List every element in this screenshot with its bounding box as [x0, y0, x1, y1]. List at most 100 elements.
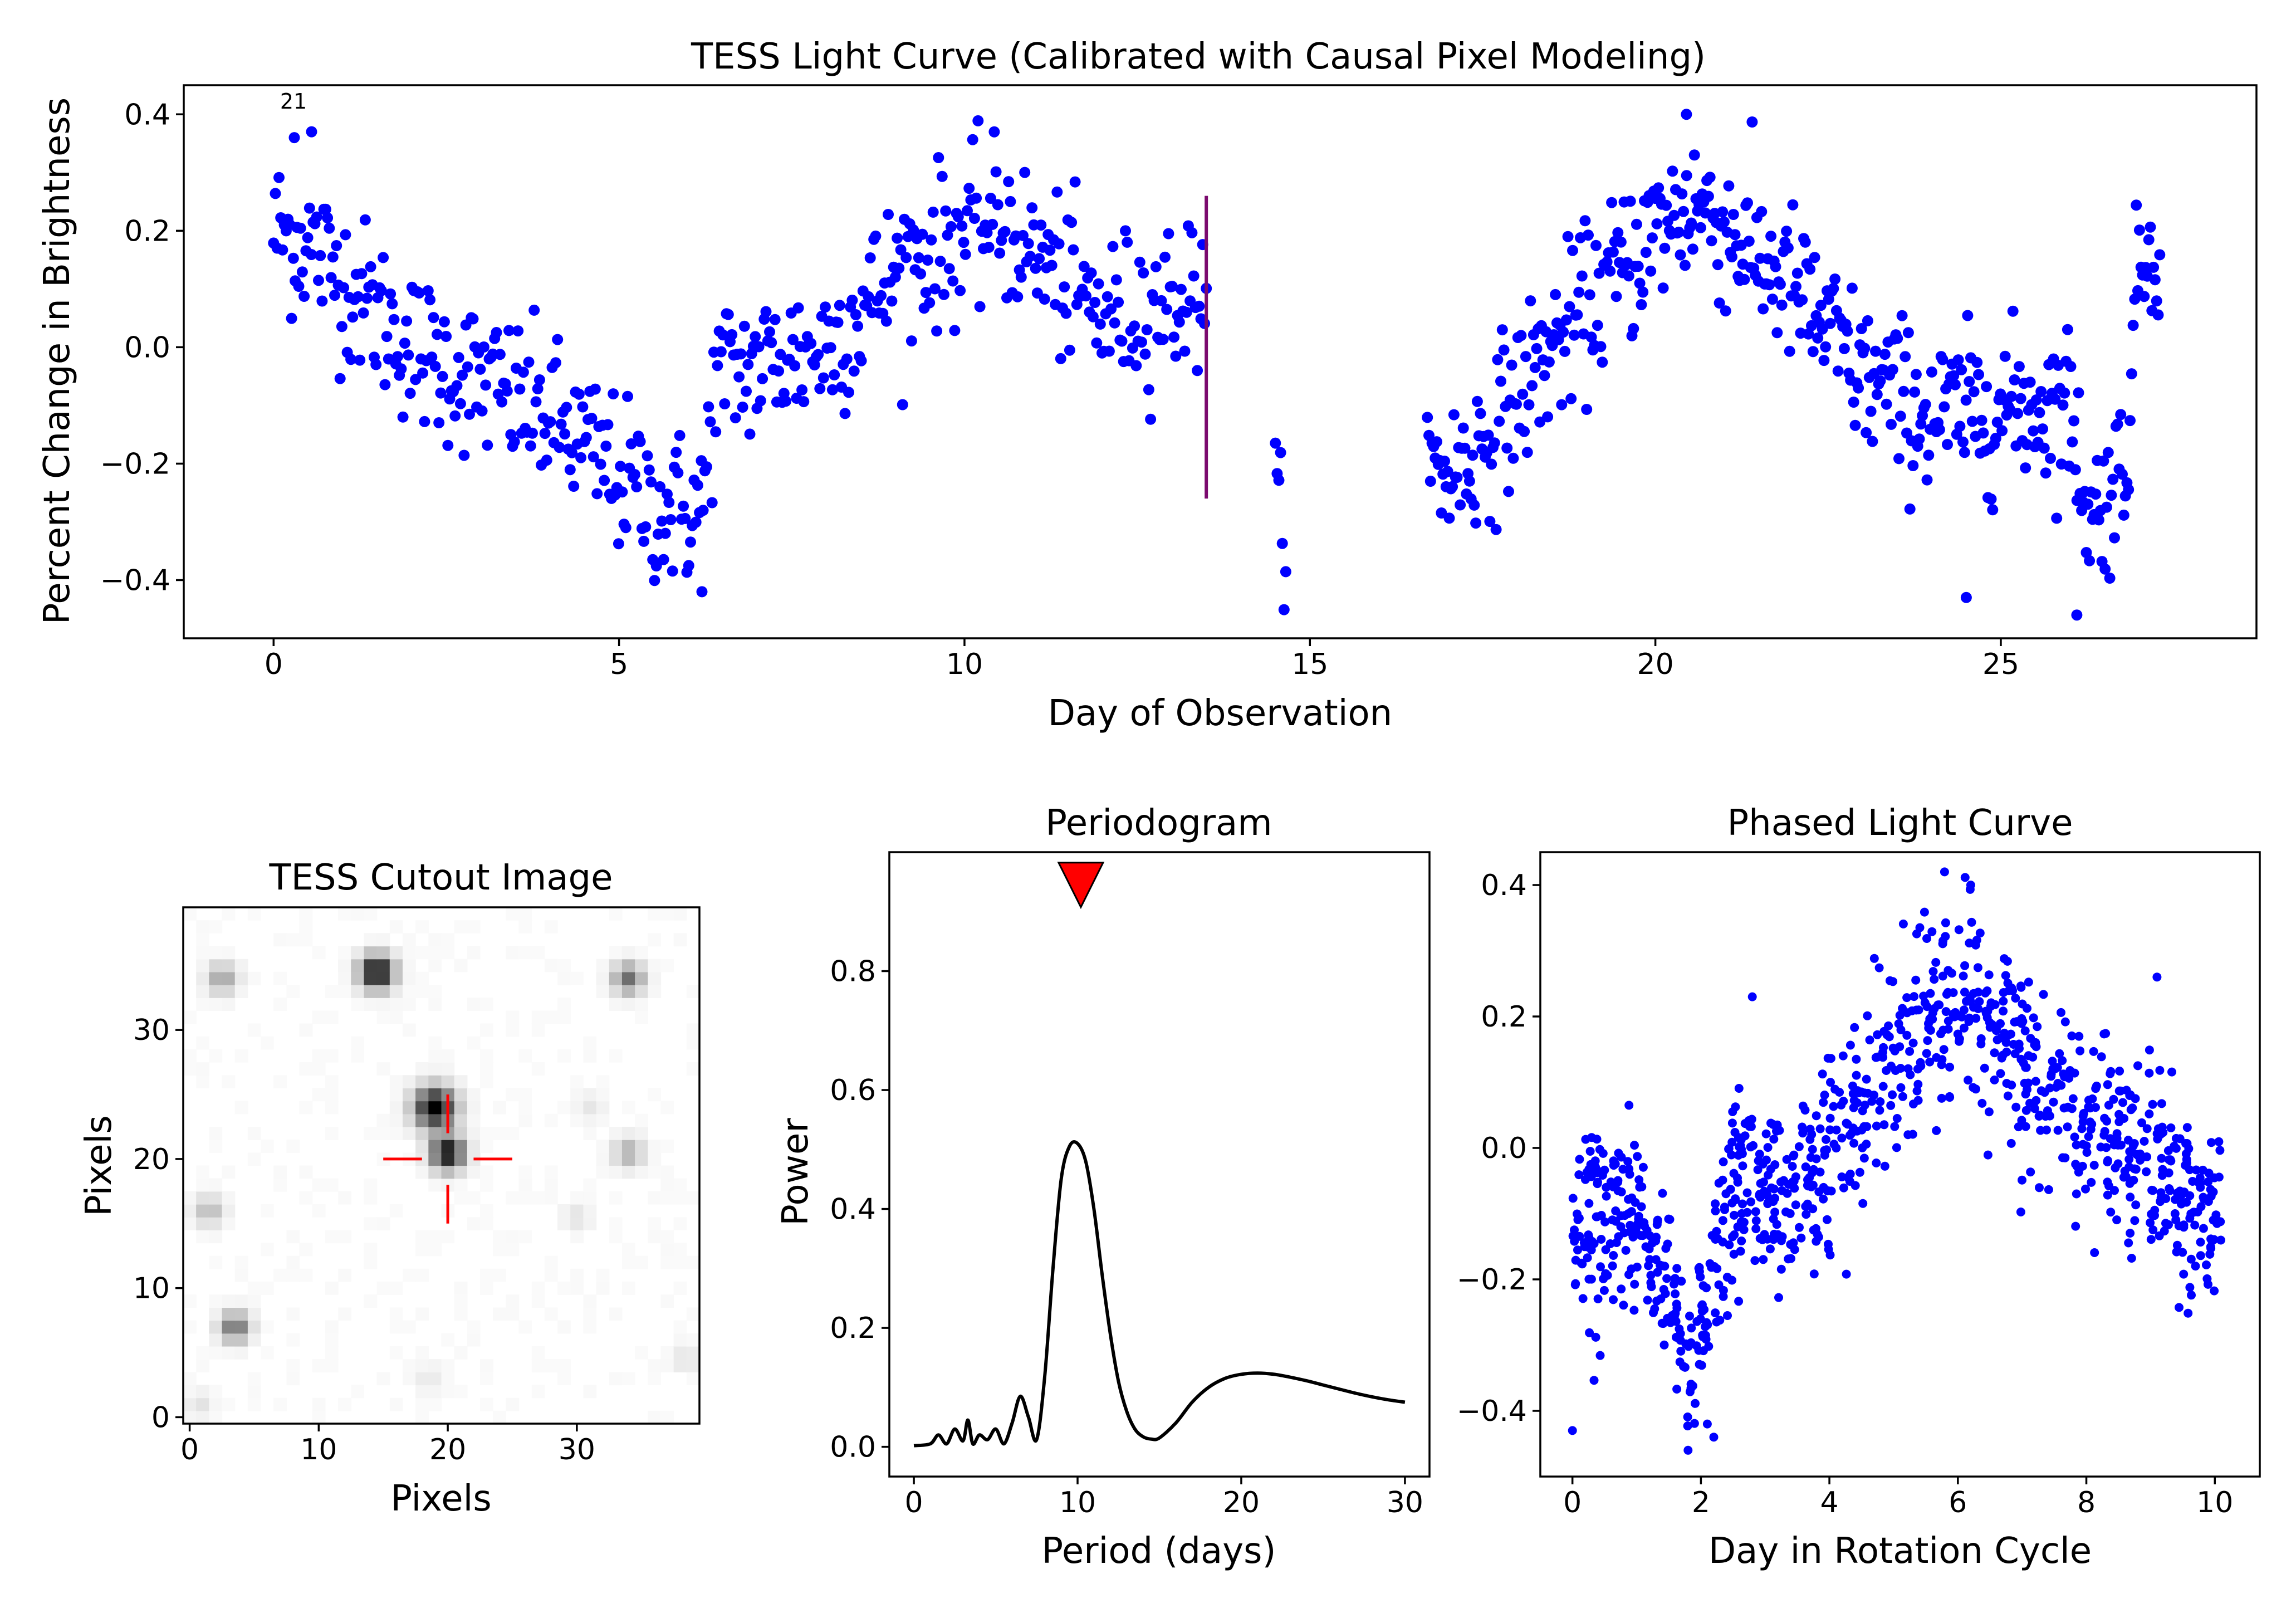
light-curve-point	[381, 331, 393, 343]
cutout-pixel	[467, 946, 481, 960]
cutout-ytick-label: 10	[133, 1272, 170, 1306]
light-curve-point	[1484, 516, 1496, 527]
cutout-xtick-label: 20	[429, 1433, 466, 1467]
light-curve-point	[1542, 411, 1554, 423]
light-curve-point	[750, 331, 761, 343]
phased-point	[1769, 1184, 1779, 1194]
phased-point	[1902, 1030, 1912, 1040]
light-curve-point	[288, 132, 300, 144]
phased-point	[1750, 1256, 1760, 1265]
cutout-pixel	[660, 1178, 674, 1192]
phased-point	[2206, 1191, 2216, 1201]
light-curve-point	[1950, 379, 1961, 390]
light-curve-point	[958, 237, 970, 248]
light-curve-point	[599, 475, 610, 486]
phased-point	[2071, 1221, 2080, 1231]
light-curve-point	[839, 408, 851, 419]
phased-xtick-label: 4	[1820, 1486, 1839, 1519]
light-curve-point	[1573, 286, 1585, 298]
cutout-pixel	[648, 1088, 662, 1102]
light-curve-point	[613, 538, 624, 550]
light-curve-point	[1818, 355, 1830, 366]
light-curve-point	[1921, 474, 1933, 486]
light-curve-point	[1809, 252, 1820, 263]
phased-point	[1983, 1150, 1993, 1160]
light-curve-point	[760, 306, 772, 317]
phased-point	[1912, 1086, 1922, 1096]
light-curve-point	[1003, 176, 1015, 188]
light-curve-point	[503, 325, 515, 336]
light-curve-point	[600, 441, 612, 452]
light-curve-point	[622, 390, 633, 402]
phased-point	[1892, 1143, 1901, 1152]
cutout-pixel	[196, 998, 209, 1011]
cutout-pixel	[480, 1165, 493, 1179]
cutout-pixel	[376, 959, 390, 972]
cutout-pixel	[621, 1152, 635, 1166]
phased-point	[2023, 1004, 2031, 1013]
phased-point	[1588, 1236, 1597, 1246]
light-curve-point	[1059, 281, 1070, 293]
light-curve-point	[2007, 305, 2019, 317]
light-curve-point	[683, 560, 694, 571]
phased-point	[1807, 1182, 1816, 1191]
phased-point	[2024, 977, 2033, 987]
phased-point	[1964, 1017, 1974, 1026]
light-curve-point	[602, 419, 614, 431]
light-curve-point	[494, 349, 506, 360]
cutout-pixel	[209, 1049, 223, 1063]
phased-point	[1672, 1385, 1682, 1394]
light-curve-point	[375, 285, 387, 296]
phased-point	[2003, 979, 2013, 988]
phased-point	[2002, 1079, 2011, 1088]
phased-point	[1795, 1223, 1804, 1232]
phased-point	[1683, 1413, 1692, 1421]
light-curve-point	[1559, 345, 1570, 357]
light-curve-point	[573, 388, 585, 400]
phased-point	[1925, 1014, 1935, 1024]
cutout-pixel	[648, 959, 662, 972]
light-curve-point	[710, 426, 722, 438]
light-curve-point	[2149, 274, 2161, 286]
phased-point	[2202, 1260, 2211, 1269]
light-curve-point	[962, 205, 973, 217]
light-curve-point	[1163, 228, 1174, 240]
light-curve-point	[1881, 398, 1892, 410]
phased-point	[1842, 1269, 1851, 1279]
phased-point	[2045, 1083, 2054, 1093]
cutout-pixel	[557, 1217, 571, 1230]
light-curve-point	[1529, 361, 1541, 373]
phased-point	[1999, 1006, 2008, 1016]
phased-point	[1838, 1051, 1848, 1060]
phased-point	[2003, 956, 2012, 966]
phased-point	[1591, 1332, 1600, 1342]
cutout-pixel	[467, 1101, 481, 1115]
light-curve-point	[1900, 351, 1911, 363]
phased-point	[1751, 1216, 1761, 1225]
phased-point	[1721, 1189, 1731, 1199]
light-curve-point	[2030, 394, 2042, 405]
light-curve-point	[482, 439, 493, 451]
light-curve-point	[1659, 242, 1671, 254]
phased-point	[2190, 1220, 2200, 1230]
phased-point	[1627, 1228, 1637, 1237]
light-curve-point	[428, 312, 439, 324]
light-curve-point	[2140, 262, 2152, 273]
light-curve-point	[640, 521, 652, 532]
light-curve-point	[701, 461, 712, 473]
cutout-pixel	[428, 1359, 442, 1372]
phased-point	[2124, 1238, 2133, 1248]
cutout-pixel	[415, 1359, 429, 1372]
phased-point	[2127, 1254, 2136, 1263]
phased-point	[1711, 1308, 1720, 1318]
cutout-pixel	[583, 1320, 597, 1334]
light-curve-point	[1564, 301, 1575, 312]
cutout-pixel	[454, 959, 468, 972]
cutout-pixel	[596, 1075, 610, 1089]
cutout-pixel	[247, 1320, 261, 1334]
light-curve-point	[1592, 320, 1603, 331]
cutout-pixel	[635, 1346, 648, 1360]
cutout-pixel	[415, 1113, 429, 1127]
light-curve-point	[972, 115, 984, 126]
phased-point	[1874, 963, 1884, 972]
